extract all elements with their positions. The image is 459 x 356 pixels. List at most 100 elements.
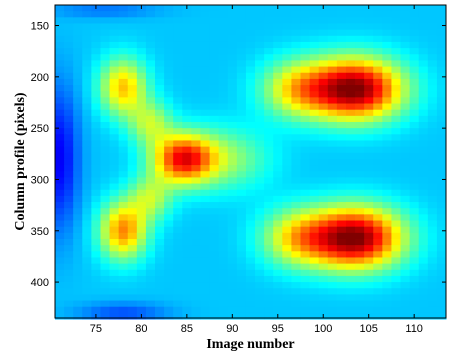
heatmap-cell	[282, 54, 292, 61]
heatmap-cell	[64, 48, 74, 55]
heatmap-cell	[255, 35, 265, 43]
heatmap-cell	[209, 306, 220, 314]
x-tick-label: 90	[226, 323, 238, 335]
heatmap-cell	[109, 238, 120, 246]
heatmap-cell	[436, 85, 447, 92]
heatmap-cell	[191, 312, 201, 320]
heatmap-cell	[327, 257, 338, 265]
heatmap-cell	[327, 294, 338, 302]
heatmap-cell	[91, 78, 101, 86]
heatmap-cell	[355, 158, 365, 166]
heatmap-cell	[64, 91, 74, 98]
heatmap-cell	[427, 257, 438, 265]
heatmap-cell	[155, 85, 165, 92]
heatmap-cell	[409, 251, 420, 258]
heatmap-cell	[364, 257, 374, 265]
heatmap-cell	[273, 11, 283, 18]
heatmap-cell	[218, 109, 229, 117]
heatmap-cell	[127, 257, 138, 265]
heatmap-cell	[109, 134, 120, 141]
heatmap-cell	[309, 54, 320, 61]
heatmap-cell	[100, 257, 111, 265]
heatmap-cell	[255, 300, 265, 308]
heatmap-cell	[309, 171, 320, 178]
heatmap-cell	[100, 300, 111, 308]
heatmap-cell	[227, 41, 238, 49]
heatmap-cell	[82, 5, 92, 12]
heatmap-cell	[136, 109, 147, 117]
heatmap-cell	[173, 251, 183, 258]
heatmap-cell	[282, 232, 292, 240]
heatmap-cell	[282, 245, 292, 252]
heatmap-cell	[282, 103, 292, 111]
heatmap-cell	[82, 275, 92, 283]
heatmap-cell	[373, 121, 383, 129]
heatmap-cell	[291, 275, 302, 283]
heatmap-cell	[309, 183, 320, 191]
heatmap-cell	[73, 72, 83, 80]
heatmap-cell	[182, 152, 192, 160]
heatmap-cell	[227, 146, 238, 154]
heatmap-cell	[100, 195, 111, 203]
heatmap-cell	[73, 177, 83, 185]
heatmap-cell	[318, 195, 329, 203]
heatmap-cell	[345, 60, 356, 68]
heatmap-cell	[309, 72, 320, 80]
heatmap-cell	[345, 158, 356, 166]
heatmap-cell	[209, 54, 220, 61]
heatmap-cell	[155, 269, 165, 277]
heatmap-cell	[355, 35, 365, 43]
heatmap-cell	[273, 275, 283, 283]
heatmap-cell	[309, 232, 320, 240]
x-tick-label: 105	[360, 323, 378, 335]
heatmap-cell	[64, 29, 74, 37]
heatmap-cell	[291, 54, 302, 61]
heatmap-cell	[327, 41, 338, 49]
heatmap-cell	[364, 48, 374, 55]
heatmap-cell	[345, 78, 356, 86]
heatmap-cell	[400, 312, 411, 320]
heatmap-cell	[191, 183, 201, 191]
heatmap-cell	[409, 257, 420, 265]
heatmap-cell	[364, 121, 374, 129]
heatmap-cell	[255, 11, 265, 18]
heatmap-cell	[336, 85, 347, 92]
heatmap-cell	[155, 78, 165, 86]
heatmap-cell	[400, 232, 411, 240]
heatmap-cell	[364, 60, 374, 68]
heatmap-cell	[209, 48, 220, 55]
heatmap-cell	[91, 146, 101, 154]
heatmap-cell	[209, 171, 220, 178]
heatmap-cell	[336, 97, 347, 105]
heatmap-cell	[309, 134, 320, 141]
heatmap-cell	[182, 165, 192, 172]
heatmap-cell	[264, 306, 274, 314]
heatmap-cell	[264, 238, 274, 246]
heatmap-cell	[55, 177, 65, 185]
heatmap-cell	[291, 60, 302, 68]
heatmap-cell	[391, 134, 402, 141]
heatmap-cell	[291, 183, 302, 191]
heatmap-cell	[382, 177, 392, 185]
heatmap-cell	[273, 232, 283, 240]
heatmap-cell	[264, 11, 274, 18]
heatmap-cell	[318, 171, 329, 178]
y-tick-label: 200	[31, 72, 49, 84]
heatmap-cell	[436, 109, 447, 117]
heatmap-cell	[327, 232, 338, 240]
heatmap-cell	[291, 288, 302, 295]
y-tick-label: 250	[31, 123, 49, 135]
heatmap-cell	[273, 238, 283, 246]
heatmap-cell	[73, 41, 83, 49]
heatmap-cell	[209, 226, 220, 234]
heatmap-cell	[264, 5, 274, 12]
heatmap-cell	[345, 312, 356, 320]
heatmap-cell	[182, 41, 192, 49]
heatmap-cell	[264, 183, 274, 191]
heatmap-cell	[427, 60, 438, 68]
heatmap-cell	[318, 152, 329, 160]
heatmap-cell	[64, 78, 74, 86]
heatmap-cell	[355, 238, 365, 246]
y-tick-label: 350	[31, 226, 49, 238]
heatmap-cell	[336, 220, 347, 228]
